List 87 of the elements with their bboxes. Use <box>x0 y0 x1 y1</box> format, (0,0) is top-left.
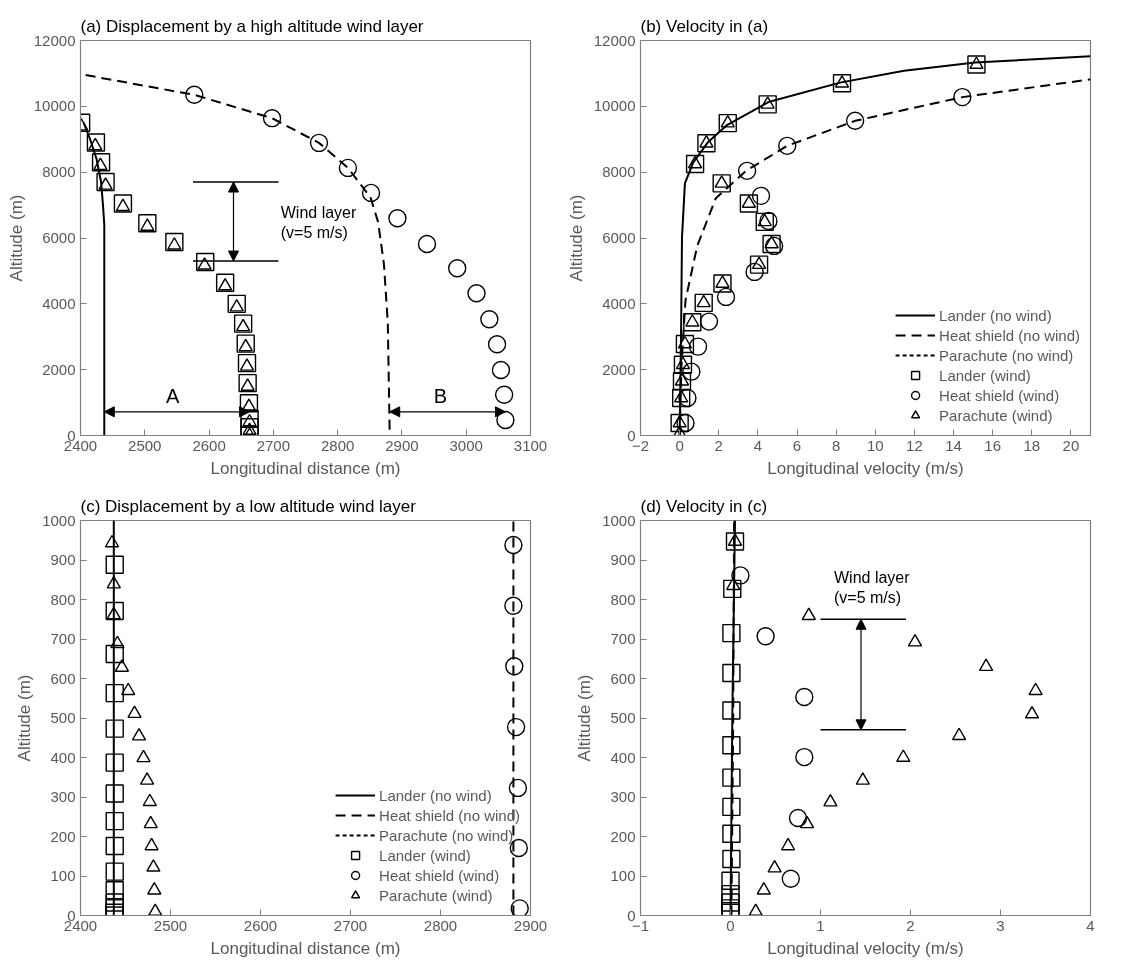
y-tick-label: 100 <box>50 867 76 884</box>
y-tick-label: 6000 <box>42 229 76 246</box>
chart-title: (d) Velocity in (c) <box>640 496 768 516</box>
y-tick-label: 2000 <box>602 360 636 378</box>
chart-title: (c) Displacement by a low altitude wind layer <box>80 496 417 516</box>
y-tick-label: 200 <box>50 827 76 845</box>
x-axis-title: Longitudinal velocity (m/s) <box>767 938 964 958</box>
legend-label: Parachute (wind) <box>939 406 1053 424</box>
x-tick-label: 4 <box>1086 916 1095 934</box>
legend-label: Parachute (no wind) <box>379 826 514 844</box>
legend-label: Lander (no wind) <box>379 786 492 804</box>
annotation: A <box>166 385 181 407</box>
legend-label: Parachute (no wind) <box>939 346 1074 364</box>
y-tick-label: 500 <box>50 709 76 726</box>
x-tick-label: 16 <box>984 436 1002 454</box>
chart-title: (a) Displacement by a high altitude wind layer <box>80 16 424 36</box>
x-tick-label: 2800 <box>320 436 355 454</box>
x-tick-label: 2600 <box>243 916 278 934</box>
y-tick-label: 8000 <box>602 163 636 181</box>
x-tick-label: 3000 <box>449 436 483 454</box>
annotation: Wind layer (v=5 m/s) <box>834 568 911 607</box>
x-tick-label: 2900 <box>513 916 548 934</box>
y-tick-label: 600 <box>50 669 76 687</box>
y-tick-label: 700 <box>50 630 76 647</box>
x-tick-label: 6 <box>792 436 802 454</box>
x-tick-label: 3 <box>996 916 1005 934</box>
y-tick-label: 1000 <box>42 511 76 529</box>
y-tick-label: 800 <box>610 590 636 608</box>
y-tick-label: 900 <box>50 551 76 568</box>
y-tick-label: 200 <box>610 827 636 845</box>
y-tick-label: 2000 <box>42 360 76 378</box>
y-axis-title: Altitude (m) <box>575 674 595 762</box>
y-axis-title: Altitude (m) <box>15 674 35 762</box>
x-tick-label: 2500 <box>153 916 188 934</box>
x-axis-title: Longitudinal distance (m) <box>210 938 401 958</box>
x-tick-label: 2500 <box>128 436 162 454</box>
x-tick-label: 2 <box>906 916 915 934</box>
chart-title: (b) Velocity in (a) <box>640 16 769 36</box>
x-axis-title: Longitudinal distance (m) <box>210 458 401 478</box>
y-tick-label: 300 <box>50 788 76 805</box>
y-axis-title: Altitude (m) <box>566 194 586 282</box>
y-tick-label: 600 <box>610 669 636 687</box>
x-tick-label: 1 <box>816 916 825 934</box>
y-tick-label: 10000 <box>593 97 636 115</box>
y-tick-label: 12000 <box>33 31 76 49</box>
y-tick-label: 500 <box>610 709 636 726</box>
y-tick-label: 100 <box>610 867 636 884</box>
legend-label: Lander (no wind) <box>939 306 1052 324</box>
x-tick-label: 8 <box>831 436 841 454</box>
y-tick-label: 10000 <box>33 97 76 115</box>
legend-label: Heat shield (wind) <box>939 386 1060 404</box>
x-tick-label: 14 <box>945 436 962 454</box>
x-tick-label: 2800 <box>423 916 458 934</box>
y-tick-label: 1000 <box>602 511 636 529</box>
x-tick-label: 18 <box>1023 436 1041 454</box>
y-tick-label: 700 <box>610 630 636 647</box>
y-tick-label: 900 <box>610 551 636 568</box>
x-tick-label: 0 <box>726 916 735 934</box>
annotation: Wind layer (v=5 m/s) <box>280 203 357 241</box>
legend-label: Heat shield (no wind) <box>939 326 1080 344</box>
legend-label: Heat shield (wind) <box>379 866 500 884</box>
x-tick-label: 12 <box>906 436 923 454</box>
x-tick-label: 0 <box>675 436 684 454</box>
legend-label: Lander (wind) <box>939 366 1031 384</box>
y-tick-label: 6000 <box>602 229 636 246</box>
x-tick-label: 10 <box>866 436 884 454</box>
y-tick-label: 4000 <box>42 294 76 312</box>
x-axis-title: Longitudinal velocity (m/s) <box>767 458 964 478</box>
annotation: B <box>433 385 448 407</box>
x-tick-label: 2600 <box>192 436 226 454</box>
y-tick-label: 12000 <box>593 31 636 49</box>
x-tick-label: 2700 <box>256 436 291 454</box>
x-tick-label: 2 <box>714 436 723 454</box>
x-tick-label: 2700 <box>333 916 368 934</box>
x-tick-label: 4 <box>753 436 763 454</box>
legend-label: Parachute (wind) <box>379 886 493 904</box>
legend-label: Lander (wind) <box>379 846 471 864</box>
y-tick-label: 400 <box>610 748 636 766</box>
y-tick-label: 400 <box>50 748 76 766</box>
y-tick-label: 4000 <box>602 294 636 312</box>
y-axis-title: Altitude (m) <box>6 194 26 282</box>
y-tick-label: 800 <box>50 590 76 608</box>
x-tick-label: 3100 <box>513 436 548 454</box>
x-tick-label: 2900 <box>385 436 419 454</box>
x-tick-label: 20 <box>1062 436 1080 454</box>
y-tick-label: 8000 <box>42 163 76 181</box>
y-tick-label: 300 <box>610 788 636 805</box>
